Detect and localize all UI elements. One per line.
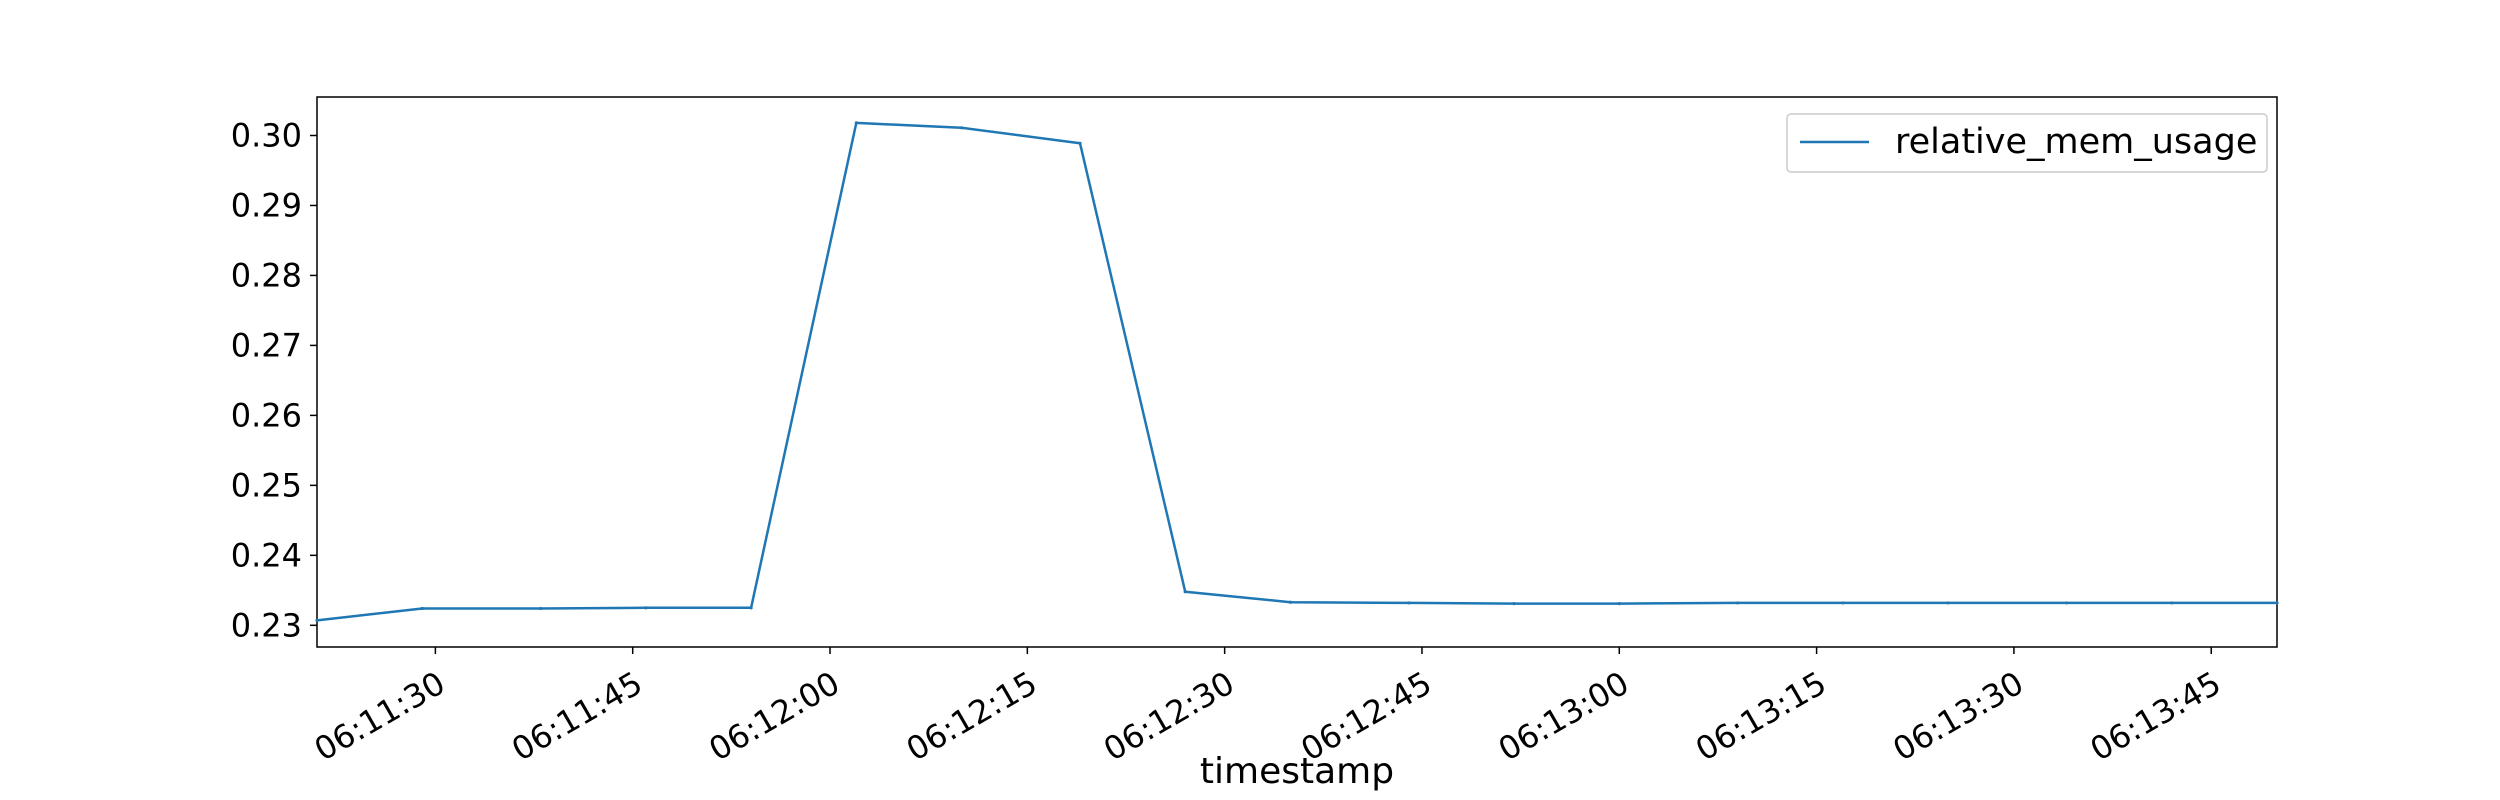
data-point: [2064, 601, 2069, 605]
data-point: [2275, 601, 2279, 605]
x-axis-title: timestamp: [1200, 751, 1394, 792]
data-point: [1407, 601, 1411, 605]
legend: relative_mem_usage: [1786, 113, 2268, 173]
data-point: [1183, 590, 1187, 594]
data-point: [1617, 602, 1621, 606]
data-point: [420, 606, 424, 611]
data-point: [854, 121, 858, 125]
series-layer: [315, 121, 2279, 623]
legend-label: relative_mem_usage: [1895, 122, 2257, 162]
data-point: [1841, 601, 1845, 605]
y-tick-label: 0.25: [231, 466, 302, 504]
data-point: [1078, 141, 1082, 145]
data-point: [1288, 600, 1293, 604]
y-tick-label: 0.29: [231, 186, 302, 224]
y-tick-label: 0.26: [231, 396, 302, 434]
data-point: [1946, 601, 1950, 605]
plot-frame: [316, 96, 2278, 648]
data-point: [2170, 601, 2174, 605]
data-point: [959, 126, 964, 130]
y-axis: 0.23 0.24 0.25 0.26 0.27 0.28 0.29 0.30: [231, 116, 317, 644]
y-tick-label: 0.30: [231, 116, 302, 154]
y-tick-label: 0.24: [231, 536, 302, 574]
plot-area: [316, 96, 2278, 648]
y-tick-label: 0.23: [231, 606, 302, 644]
data-point: [315, 618, 319, 623]
legend-frame: [1786, 113, 2268, 173]
data-point: [539, 606, 543, 611]
data-point: [749, 606, 753, 610]
data-point: [1512, 602, 1516, 606]
data-point: [1736, 601, 1740, 605]
y-tick-label: 0.28: [231, 256, 302, 294]
data-point: [644, 606, 648, 610]
y-tick-label: 0.27: [231, 326, 302, 364]
